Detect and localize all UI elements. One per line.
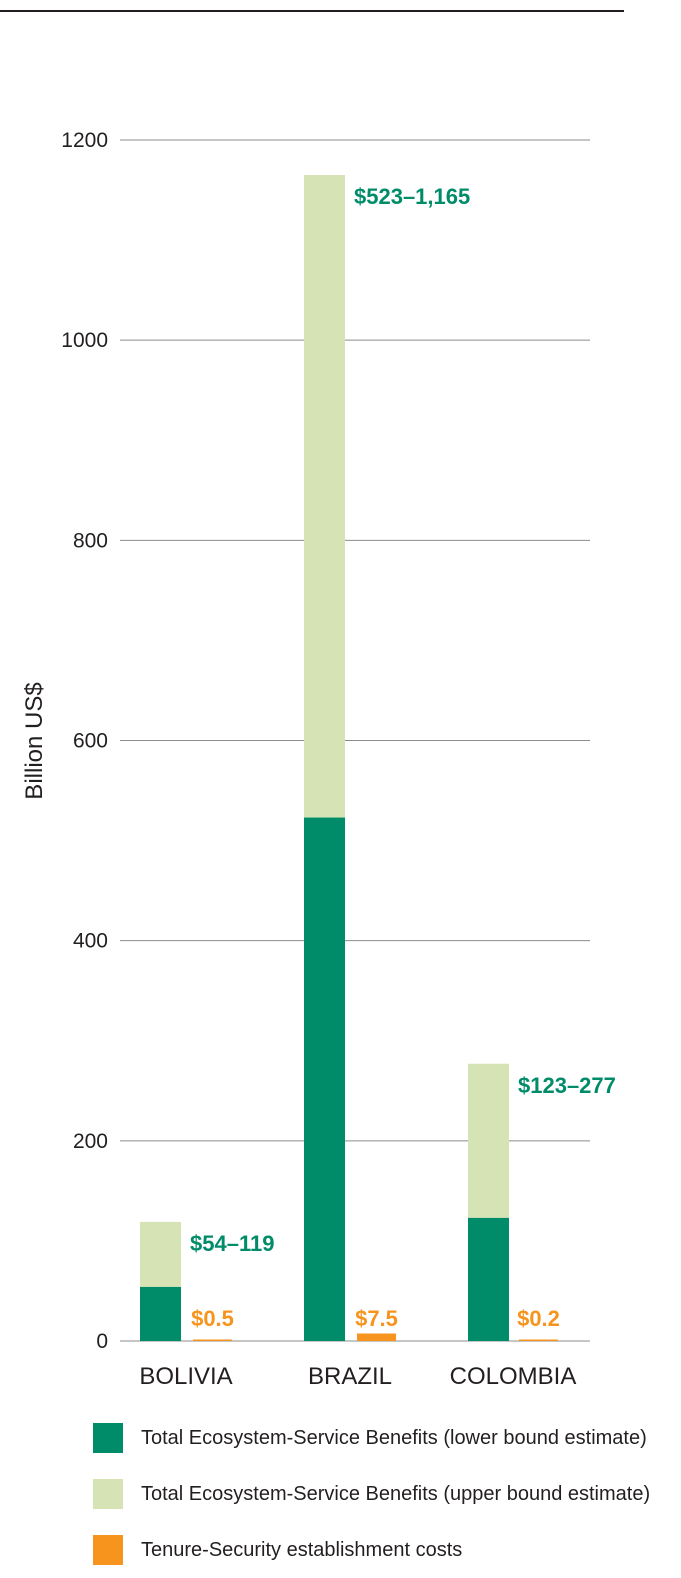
y-tick-label-600: 600 (73, 730, 108, 753)
y-tick-label-200: 200 (73, 1130, 108, 1153)
category-label-bolivia: BOLIVIA (139, 1363, 232, 1390)
legend-item-lower-bound: Total Ecosystem-Service Benefits (lower … (93, 1410, 650, 1466)
category-label-brazil: BRAZIL (308, 1363, 392, 1390)
y-tick-label-0: 0 (96, 1330, 108, 1353)
grid-lines (120, 139, 590, 1342)
legend-item-tenure-costs: Tenure-Security establishment costs (93, 1522, 650, 1578)
x-axis-categories: BOLIVIA BRAZIL COLOMBIA (139, 1363, 576, 1390)
legend-label-tenure-costs: Tenure-Security establishment costs (141, 1538, 463, 1561)
bars (140, 175, 558, 1341)
cost-label-brazil: $7.5 (355, 1306, 398, 1331)
benefit-range-label-brazil: $523–1,165 (354, 184, 470, 209)
legend-item-upper-bound: Total Ecosystem-Service Benefits (upper … (93, 1466, 650, 1522)
bar-lower-colombia (468, 1217, 509, 1341)
category-label-colombia: COLOMBIA (450, 1363, 577, 1390)
y-tick-label-800: 800 (73, 529, 108, 552)
benefit-range-label-bolivia: $54–119 (190, 1231, 274, 1256)
cost-label-colombia: $0.2 (517, 1306, 560, 1331)
cost-label-bolivia: $0.5 (191, 1306, 234, 1331)
legend-swatch-tenure-costs (93, 1535, 123, 1565)
bar-cost-colombia (519, 1339, 558, 1341)
bar-lower-bolivia (140, 1286, 181, 1341)
legend-swatch-lower-bound (93, 1423, 123, 1453)
legend-swatch-upper-bound (93, 1479, 123, 1509)
y-axis-title: Billion US$ (21, 682, 48, 799)
benefit-range-label-colombia: $123–277 (518, 1073, 616, 1098)
top-rule (0, 10, 624, 12)
y-tick-label-1000: 1000 (61, 329, 108, 352)
y-tick-label-1200: 1200 (61, 129, 108, 152)
y-tick-label-400: 400 (73, 930, 108, 953)
legend: Total Ecosystem-Service Benefits (lower … (93, 1410, 650, 1578)
legend-label-upper-bound: Total Ecosystem-Service Benefits (upper … (141, 1482, 651, 1505)
bar-chart: 0 200 400 600 800 1000 1200 Billion US$ $54–11… (21, 129, 616, 1390)
bar-cost-brazil (357, 1333, 396, 1341)
bar-lower-brazil (304, 817, 345, 1341)
legend-label-lower-bound: Total Ecosystem-Service Benefits (lower … (141, 1426, 647, 1449)
data-labels: $54–119 $0.5 $523–1,165 $7.5 $123–277 $0.2 (190, 184, 616, 1331)
bar-cost-bolivia (193, 1339, 232, 1341)
y-axis-ticks: 0 200 400 600 800 1000 1200 (61, 129, 108, 1353)
